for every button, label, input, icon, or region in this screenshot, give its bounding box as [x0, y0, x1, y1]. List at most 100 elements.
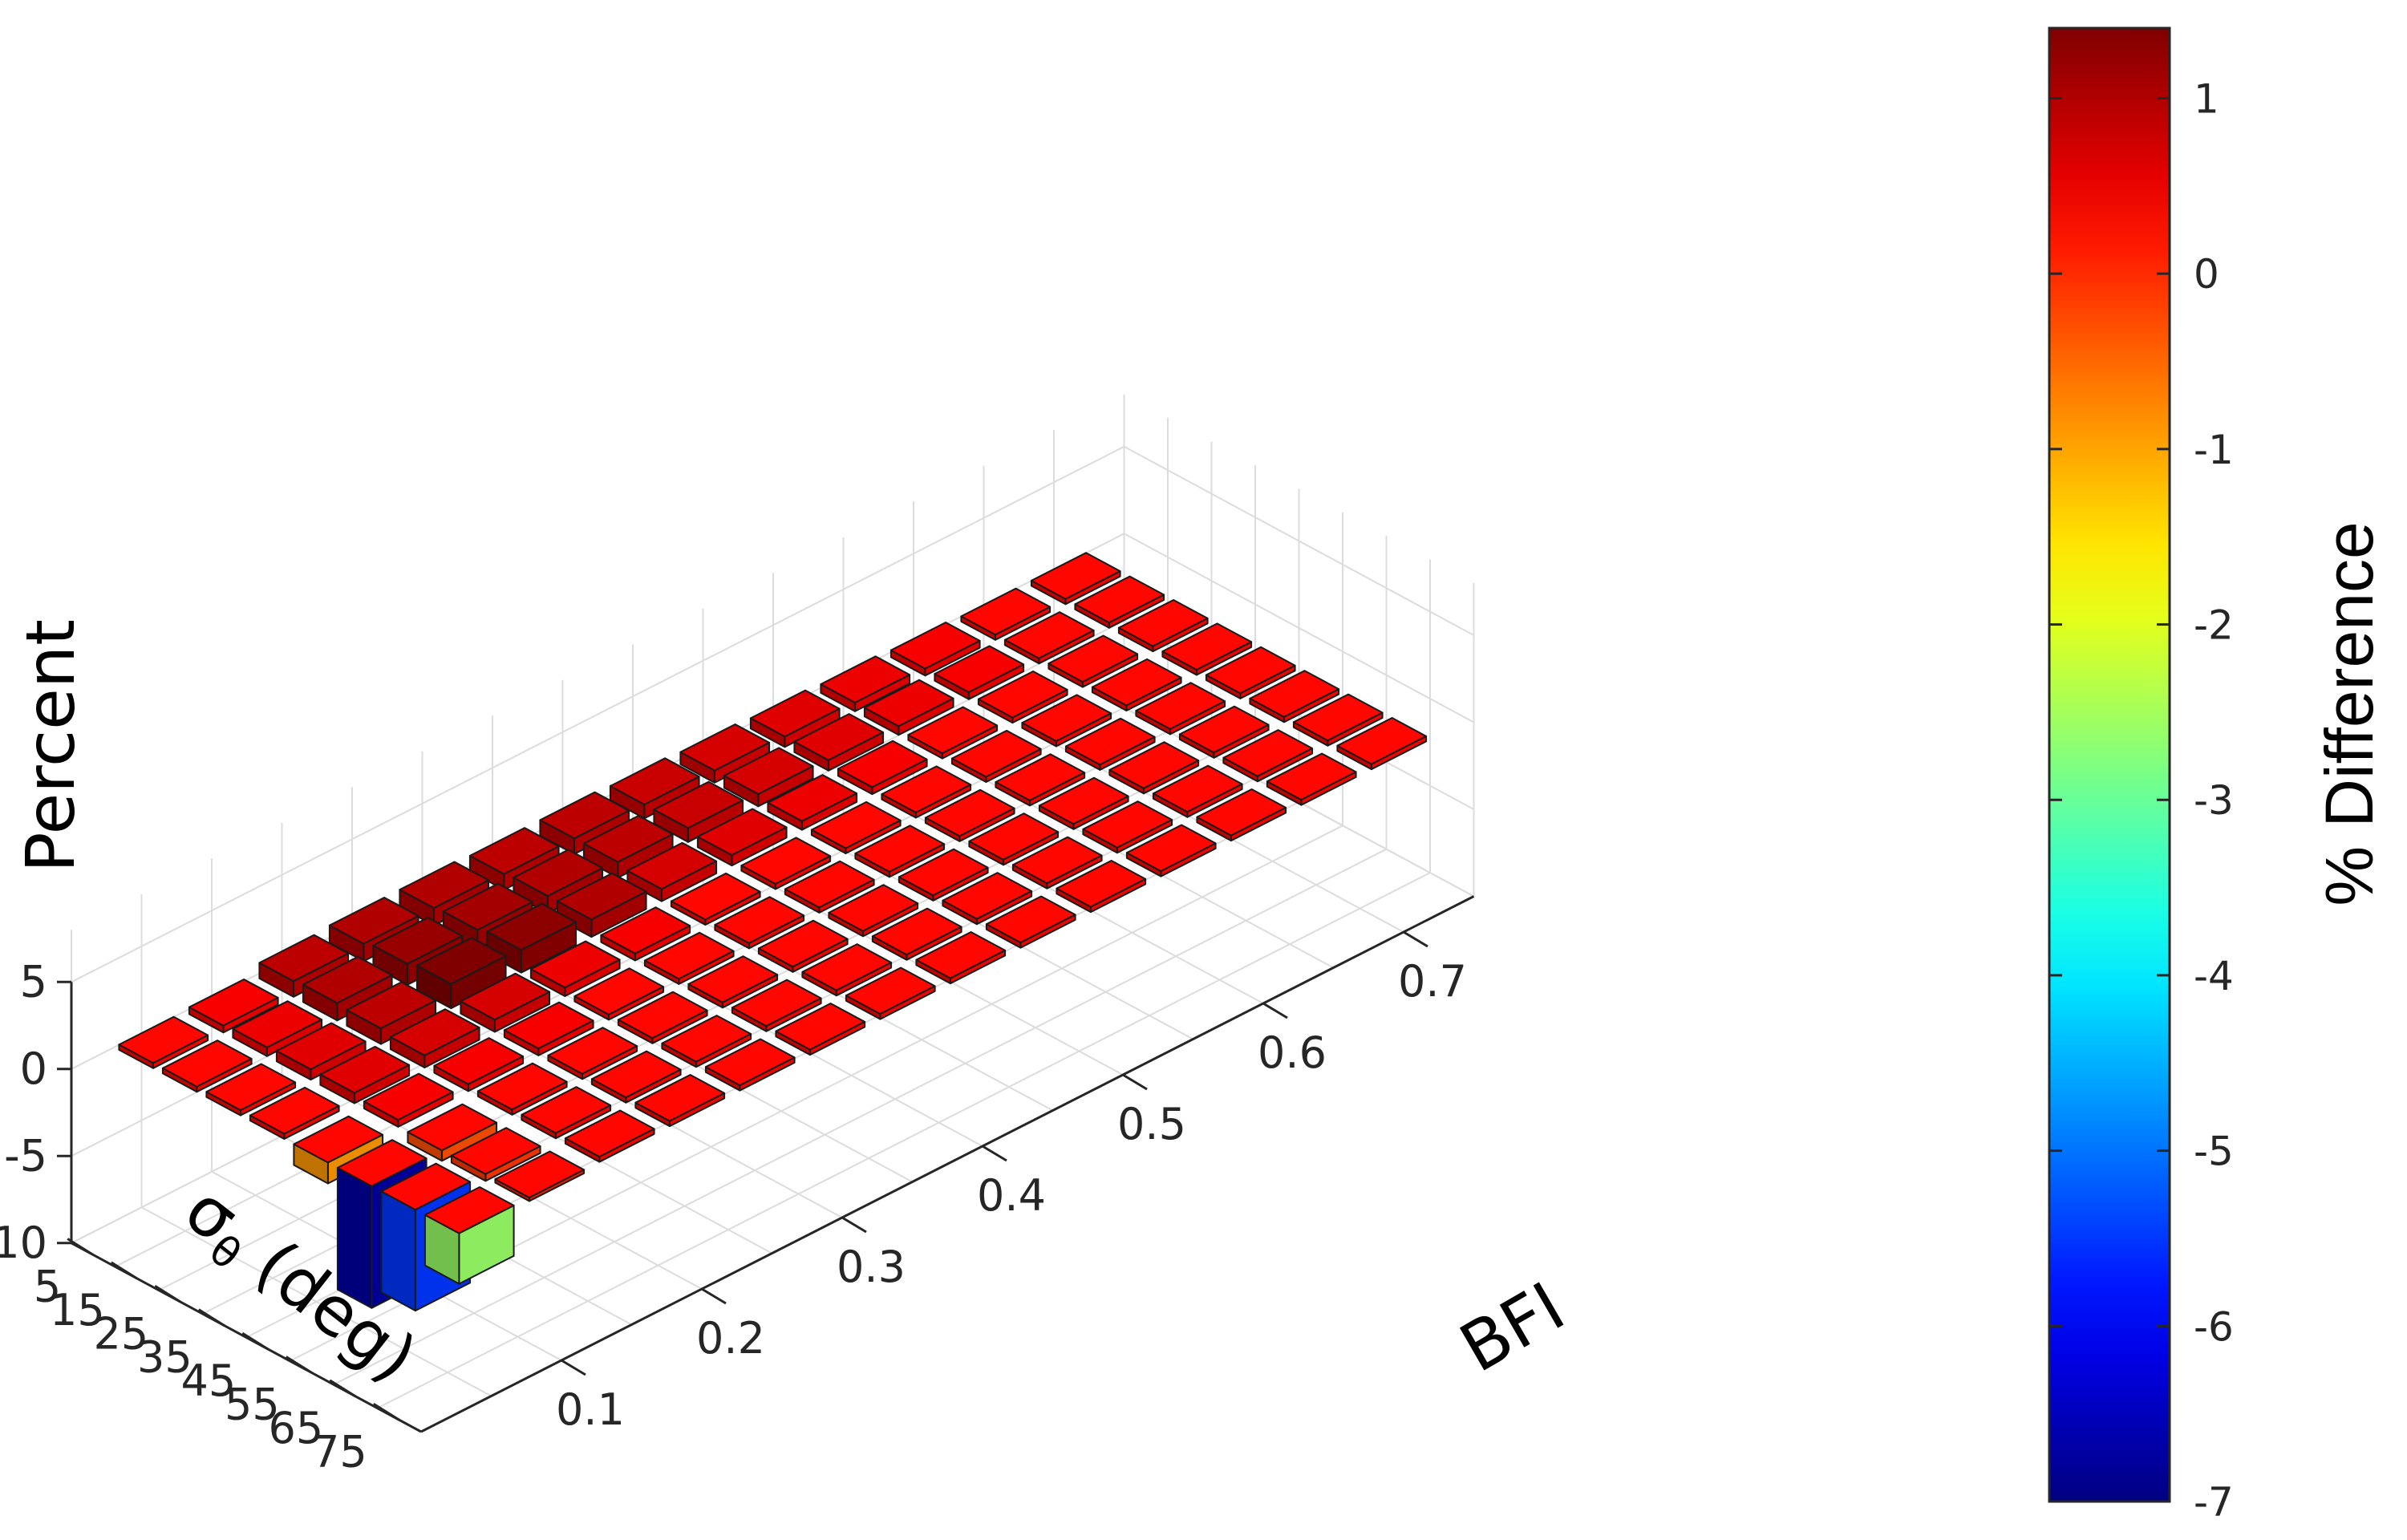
bar-3-12 — [1091, 658, 1182, 711]
sigma-tick-label: 75 — [312, 1426, 367, 1477]
bar-face-top — [670, 872, 761, 921]
z-axis-title: Percent — [11, 619, 90, 873]
bar-7-12 — [1266, 752, 1357, 806]
bar-3-5 — [600, 906, 691, 962]
bar-face-top — [380, 1162, 472, 1211]
bar-3-10 — [950, 729, 1042, 783]
bar-face-top — [845, 967, 936, 1015]
bar-1-11 — [934, 645, 1025, 700]
bar-5-1 — [407, 1103, 498, 1162]
bar-1-8 — [723, 747, 814, 808]
bar-face-top — [775, 1003, 866, 1051]
bar-5-3 — [547, 1027, 638, 1080]
bar-1-0 — [161, 1040, 253, 1093]
sigma-tick-label: 65 — [269, 1403, 324, 1453]
bar-5-8 — [898, 848, 989, 902]
bar-1-13 — [1074, 575, 1165, 629]
bar-face-top — [363, 1072, 454, 1121]
bar-face-top — [1047, 634, 1139, 683]
bar-face-top — [293, 1115, 384, 1164]
bar-face-top — [460, 972, 551, 1021]
bar-face-top — [1266, 752, 1357, 801]
bar-face-top — [863, 679, 954, 727]
bar-2-10 — [907, 706, 999, 760]
bfi-tick-label: 0.7 — [1398, 956, 1467, 1007]
sigma-tick-mark — [241, 1331, 269, 1351]
bar-face-top — [950, 729, 1042, 778]
bar-face-top — [1125, 824, 1217, 873]
bar-0-0 — [118, 1015, 209, 1069]
bfi-tick-mark — [1403, 930, 1428, 948]
bar-face-top — [767, 774, 858, 822]
bar-6-8 — [942, 872, 1033, 926]
bar-face-top — [564, 1109, 655, 1158]
bar-2-13 — [1117, 599, 1209, 653]
bar-6-5 — [731, 979, 822, 1032]
bar-face-top — [643, 931, 735, 980]
bar-face-top — [1082, 800, 1173, 849]
bar-2-9 — [837, 740, 928, 796]
bar-face-top — [696, 808, 788, 857]
bar-7-1 — [494, 1150, 586, 1202]
bar-7-2 — [564, 1109, 655, 1163]
bar-7-9 — [1056, 860, 1147, 914]
colorbar-tick-label: 1 — [2194, 75, 2219, 122]
bfi-tick-label: 0.6 — [1258, 1027, 1327, 1078]
z-tick-label: 5 — [20, 956, 47, 1007]
bar-face-top — [810, 800, 902, 849]
bar-7-3 — [634, 1074, 726, 1128]
bar-face-top — [258, 934, 350, 983]
bar-face-top — [423, 1186, 515, 1234]
bar-6-7 — [871, 907, 962, 961]
sigma-tick-mark — [329, 1379, 357, 1398]
bar-face-top — [521, 1086, 612, 1134]
bfi-tick-mark — [841, 1216, 867, 1234]
bfi-axis-line — [420, 895, 1475, 1433]
bar-face-top — [898, 848, 989, 897]
tick-labels-layer: 50-5-105152535455565750.10.20.30.40.50.6… — [0, 895, 1475, 1477]
bar-face-top — [1117, 599, 1209, 647]
bar-0-12 — [960, 587, 1052, 641]
bar-6-10 — [1082, 800, 1173, 854]
bar-4-13 — [1205, 646, 1296, 699]
sigma-tick-label: 55 — [225, 1380, 280, 1430]
bar-5-5 — [687, 955, 779, 1009]
bar-face-top — [704, 1038, 796, 1087]
bar-face-top — [881, 765, 972, 813]
bar-face-top — [617, 991, 708, 1040]
bar-face-top — [118, 1015, 209, 1064]
colorbar-tick-label: -2 — [2194, 602, 2234, 649]
sigma-tick-mark — [154, 1285, 182, 1303]
bar-3-0 — [249, 1086, 340, 1140]
bar-face-top — [433, 1037, 525, 1085]
bfi-tick-mark — [1122, 1073, 1148, 1091]
bar-0-1 — [188, 979, 279, 1034]
colorbar-tick-label: -4 — [2194, 953, 2234, 999]
z-tick-label: -10 — [0, 1218, 47, 1268]
colorbar-tick-label: -3 — [2194, 777, 2234, 824]
bar-face-top — [653, 780, 744, 829]
bar-4-4 — [573, 967, 665, 1021]
bar-7-4 — [704, 1038, 796, 1092]
bar-6-12 — [1222, 729, 1314, 783]
bar-2-7 — [696, 808, 788, 867]
bar-face-top — [661, 1015, 752, 1063]
bar-face-top — [249, 1086, 340, 1135]
bar-4-7 — [784, 860, 875, 914]
bar-6-4 — [661, 1015, 752, 1068]
bar-face-top — [232, 1000, 323, 1048]
bfi-tick-mark — [982, 1145, 1007, 1162]
bar-face-top — [513, 849, 604, 897]
bar-face-top — [1064, 717, 1156, 766]
bar-face-top — [346, 981, 437, 1030]
bar-face-top — [1222, 729, 1314, 777]
bar-3-1 — [319, 1045, 411, 1104]
grid-line-31 — [1124, 533, 1474, 723]
bar-face-top — [1152, 764, 1243, 813]
bar-face-top — [960, 587, 1052, 636]
bar-face-top — [494, 1150, 586, 1199]
bar-4-6 — [714, 896, 805, 950]
sigma-tick-label: 5 — [34, 1262, 61, 1312]
bar-5-12 — [1178, 705, 1270, 759]
bar-7-5 — [775, 1003, 866, 1056]
